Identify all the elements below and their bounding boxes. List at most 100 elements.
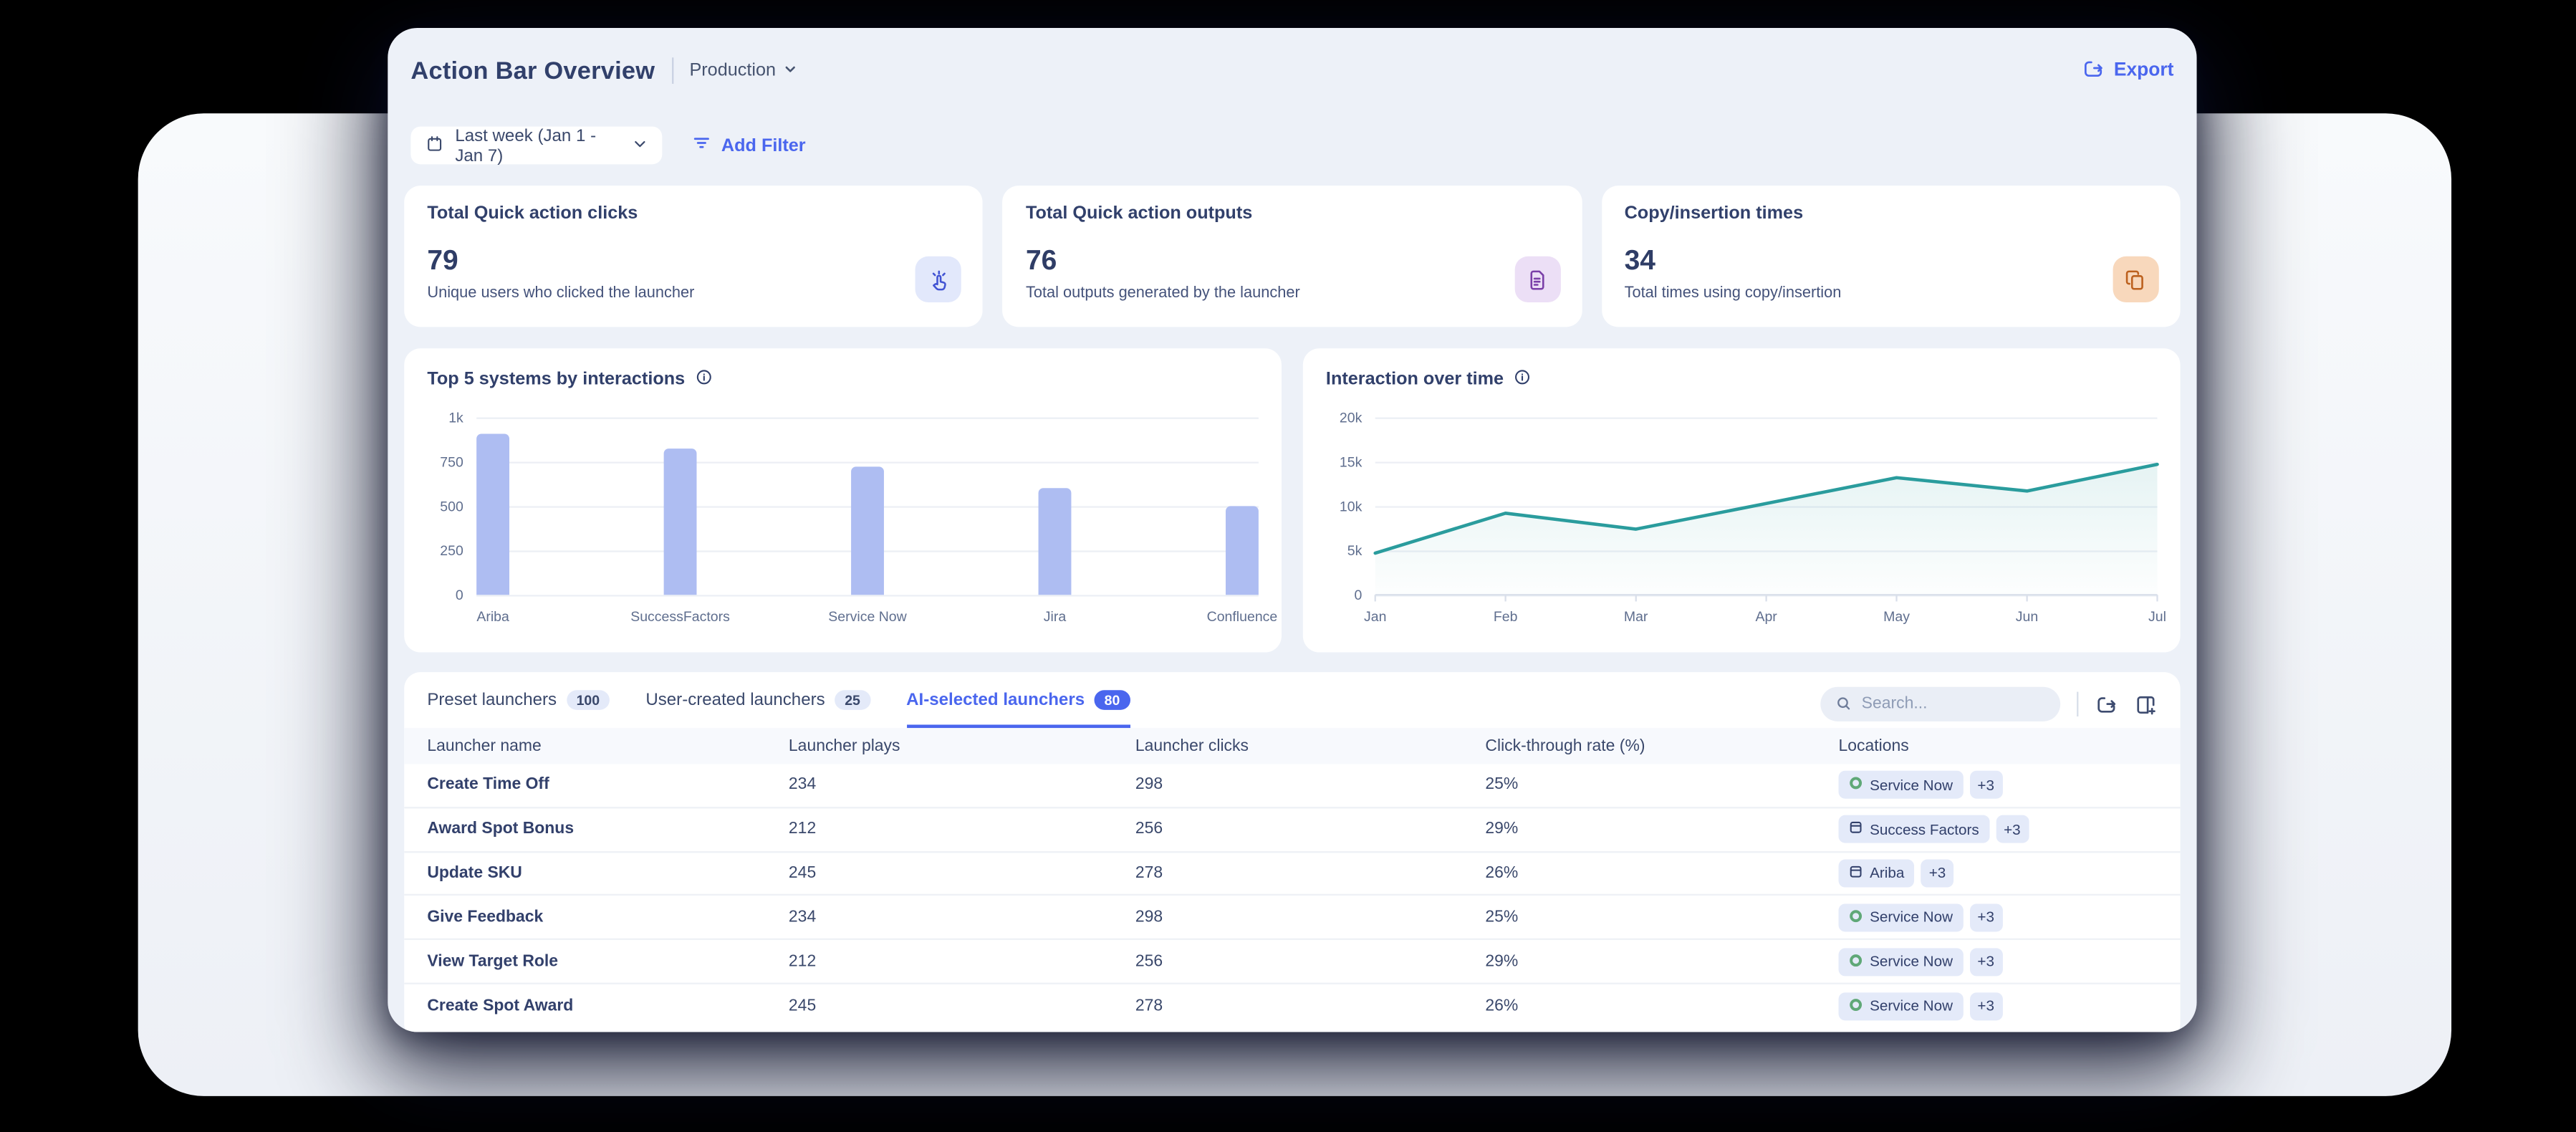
bar-chart-plot: 1k 750 500 250 0 Ariba SuccessFactors Service N…: [440, 409, 1277, 625]
bar-successfactors[interactable]: [663, 449, 697, 595]
launcher-clicks-cell: 278: [1135, 997, 1163, 1016]
export-icon: [2081, 57, 2104, 85]
gridline: [476, 461, 1259, 464]
launcher-clicks-cell: 278: [1135, 864, 1163, 883]
ctr-cell: 26%: [1485, 997, 1519, 1016]
launcher-plays-cell: 212: [788, 952, 817, 971]
stat-card-title: Total Quick action outputs: [1025, 203, 1253, 224]
launcher-plays-cell: 245: [788, 864, 817, 883]
search-input-wrapper[interactable]: [1820, 686, 2061, 721]
gridline: [476, 417, 1259, 419]
date-range-value: Last week (Jan 1 - Jan 7): [455, 125, 597, 166]
y-axis-tick: 15k: [1339, 454, 1363, 470]
stat-card: Total Quick action outputs 76 Total output…: [1002, 186, 1582, 327]
stat-card: Copy/insertion times 34 Total times using …: [1601, 186, 2181, 327]
more-locations-chip[interactable]: +3: [1969, 947, 2003, 976]
x-axis-label: Jan: [1364, 608, 1387, 625]
column-header: Locations: [1838, 737, 1909, 755]
bar-slot: Ariba: [476, 418, 510, 625]
x-axis-label: Feb: [1493, 608, 1518, 625]
export-label: Export: [2113, 60, 2174, 81]
more-locations-chip[interactable]: +3: [1995, 815, 2029, 844]
chevron-down-icon: [633, 135, 648, 155]
bar-ariba[interactable]: [476, 434, 510, 595]
add-column-icon[interactable]: [2134, 693, 2157, 716]
page-title: Action Bar Overview: [410, 57, 655, 85]
tab-count-badge: 80: [1094, 689, 1130, 710]
x-axis-label: Mar: [1623, 608, 1648, 625]
stat-card-subtitle: Total times using copy/insertion: [1624, 284, 1842, 303]
launcher-plays-cell: 245: [788, 997, 817, 1016]
export-button[interactable]: Export: [2081, 57, 2173, 85]
more-locations-chip[interactable]: +3: [1969, 992, 2003, 1021]
launcher-clicks-cell: 298: [1135, 908, 1163, 927]
x-axis-label: Confluence: [1206, 608, 1278, 625]
environment-dropdown[interactable]: Production: [689, 61, 797, 80]
tab-ai-selected-launchers[interactable]: AI-selected launchers 80: [906, 689, 1130, 729]
more-locations-chip[interactable]: +3: [1969, 771, 2003, 800]
table-row[interactable]: Create Time Off 234 298 25% Service Now +3: [404, 764, 2181, 808]
y-axis-tick: 1k: [448, 409, 463, 426]
y-axis-tick: 250: [440, 542, 463, 559]
filter-row: Last week (Jan 1 - Jan 7) Add Filter: [410, 125, 2173, 166]
table-row[interactable]: View Target Role 212 256 29% Service Now +3: [404, 940, 2181, 984]
app-window-icon: [1848, 820, 1863, 838]
tab-preset-launchers[interactable]: Preset launchers 100: [427, 689, 610, 728]
filter-icon: [692, 133, 712, 158]
launcher-name-cell: View Target Role: [427, 952, 559, 971]
launcher-clicks-cell: 256: [1135, 820, 1163, 839]
stat-cards-row: Total Quick action clicks 79 Unique users …: [404, 186, 2181, 327]
add-filter-button[interactable]: Add Filter: [692, 133, 806, 158]
table-actions: [1820, 686, 2157, 732]
table-header-row: Launcher name Launcher plays Launcher clic…: [404, 728, 2181, 764]
location-label: Service Now: [1870, 777, 1953, 794]
location-chip: Success Factors: [1838, 815, 1989, 844]
stat-card-value: 76: [1025, 244, 1057, 277]
table-row[interactable]: Update SKU 245 278 26% Ariba +3: [404, 852, 2181, 896]
date-range-select[interactable]: Last week (Jan 1 - Jan 7): [410, 125, 663, 166]
more-locations-chip[interactable]: +3: [1969, 903, 2003, 931]
divider: [2077, 691, 2079, 717]
gridline: [476, 595, 1259, 597]
bar-slot: Jira: [1038, 418, 1072, 625]
ctr-cell: 25%: [1485, 908, 1519, 927]
launcher-plays-cell: 212: [788, 820, 817, 839]
tab-user-created-launchers[interactable]: User-created launchers 25: [645, 689, 870, 728]
bar-service-now[interactable]: [851, 466, 884, 595]
location-label: Success Factors: [1870, 821, 1979, 838]
stat-card-title: Total Quick action clicks: [427, 203, 638, 224]
column-header: Launcher name: [427, 737, 542, 755]
more-locations-chip[interactable]: +3: [1921, 859, 1954, 888]
bar-jira[interactable]: [1038, 488, 1072, 595]
dashboard-window: Action Bar Overview Production Export: [388, 27, 2197, 1032]
export-table-icon[interactable]: [2095, 693, 2118, 716]
column-header: Launcher clicks: [1135, 737, 1249, 755]
stat-card-value: 34: [1624, 244, 1655, 277]
table-row[interactable]: Create Spot Award 245 278 26% Service Now +3: [404, 984, 2180, 1028]
info-icon[interactable]: [695, 368, 713, 391]
stat-card-title: Copy/insertion times: [1624, 203, 1804, 224]
location-label: Service Now: [1870, 998, 1953, 1015]
bar-chart-title: Top 5 systems by interactions: [427, 370, 686, 390]
locations-cell: Ariba +3: [1838, 859, 2181, 888]
launchers-table-card: Preset launchers 100 User-created launcher…: [404, 672, 2181, 1032]
table-row[interactable]: Give Feedback 234 298 25% Service Now +3: [404, 896, 2181, 941]
location-chip: Service Now: [1838, 992, 1963, 1021]
bar-confluence[interactable]: [1226, 505, 1259, 595]
search-input[interactable]: [1861, 695, 2046, 714]
line-chart-plot: 20k 15k 10k 5k 0 Jan Feb Mar Apr May Jun Jul: [1340, 409, 2166, 624]
bar-slot: Confluence: [1207, 418, 1277, 625]
gridline: [1375, 461, 2158, 464]
location-label: Ariba: [1870, 865, 1905, 882]
app-window-icon: [1848, 864, 1863, 882]
info-icon[interactable]: [1514, 368, 1532, 391]
table-row[interactable]: Award Spot Bonus 212 256 29% Success Factors…: [404, 808, 2181, 853]
ctr-cell: 29%: [1485, 952, 1519, 971]
launcher-plays-cell: 234: [788, 908, 817, 927]
launcher-clicks-cell: 256: [1135, 952, 1163, 971]
bar-slot: Service Now: [828, 418, 907, 625]
line-chart-card: Interaction over time 20k 15k 10k 5k 0 Jan Feb…: [1302, 348, 2181, 653]
divider: [671, 57, 673, 84]
charts-row: Top 5 systems by interactions 1k 750 500 25…: [404, 348, 2181, 653]
